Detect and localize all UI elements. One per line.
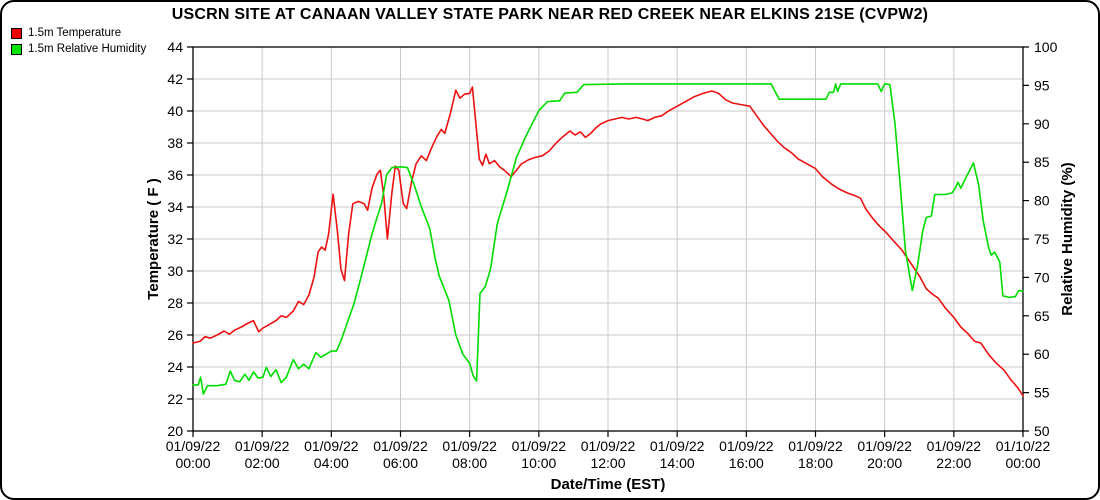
temperature-tick-label: 42 <box>167 71 183 87</box>
legend-label-temperature: 1.5m Temperature <box>28 27 122 39</box>
time-tick-label: 18:00 <box>798 455 833 471</box>
right-axis-title: Relative Humidity (%) <box>1059 162 1076 315</box>
legend-item-temperature: 1.5m Temperature <box>11 25 146 41</box>
temperature-swatch-icon <box>11 27 22 39</box>
humidity-tick-label: 50 <box>1034 423 1050 439</box>
temperature-tick-label: 38 <box>167 135 183 151</box>
humidity-tick-label: 80 <box>1034 193 1050 209</box>
humidity-tick-label: 60 <box>1034 346 1050 362</box>
date-tick-label: 01/09/22 <box>235 438 290 454</box>
date-tick-label: 01/09/22 <box>581 438 636 454</box>
humidity-tick-labels: 100 95 90 85 80 75 70 65 60 55 50 <box>1034 39 1058 439</box>
time-tick-label: 00:00 <box>175 455 210 471</box>
time-tick-label: 12:00 <box>590 455 625 471</box>
temperature-tick-labels: 44 42 40 38 36 34 32 30 28 26 24 22 20 <box>167 39 183 439</box>
axis-titles: Temperature ( F ) Relative Humidity (%) Da… <box>145 162 1076 493</box>
time-tick-label: 08:00 <box>452 455 487 471</box>
page-title: USCRN SITE AT CANAAN VALLEY STATE PARK N… <box>171 6 929 23</box>
date-tick-label: 01/09/22 <box>512 438 567 454</box>
date-tick-label: 01/10/22 <box>996 438 1051 454</box>
left-axis-title: Temperature ( F ) <box>145 178 162 299</box>
temperature-tick-label: 34 <box>167 199 183 215</box>
temperature-line <box>192 86 1024 397</box>
time-tick-label: 04:00 <box>314 455 349 471</box>
humidity-tick-label: 70 <box>1034 269 1050 285</box>
humidity-tick-label: 90 <box>1034 116 1050 132</box>
humidity-tick-label: 75 <box>1034 231 1050 247</box>
temperature-tick-label: 26 <box>167 327 183 343</box>
date-tick-label: 01/09/22 <box>304 438 359 454</box>
humidity-tick-label: 65 <box>1034 308 1050 324</box>
humidity-tick-label: 95 <box>1034 77 1050 93</box>
axis-ticks <box>187 46 1029 437</box>
humidity-tick-label: 85 <box>1034 154 1050 170</box>
date-tick-label: 01/09/22 <box>719 438 774 454</box>
time-tick-label: 00:00 <box>1005 455 1040 471</box>
time-tick-label: 10:00 <box>521 455 556 471</box>
temperature-tick-label: 40 <box>167 103 183 119</box>
datetime-tick-labels: 01/09/2200:0001/09/2202:0001/09/2204:000… <box>166 438 1051 471</box>
date-tick-label: 01/09/22 <box>857 438 912 454</box>
date-tick-label: 01/09/22 <box>442 438 497 454</box>
time-tick-label: 02:00 <box>245 455 280 471</box>
time-tick-label: 16:00 <box>729 455 764 471</box>
temperature-tick-label: 30 <box>167 263 183 279</box>
time-tick-label: 22:00 <box>936 455 971 471</box>
x-axis-title: Date/Time (EST) <box>551 476 666 493</box>
humidity-tick-label: 100 <box>1034 39 1058 55</box>
date-tick-label: 01/09/22 <box>927 438 982 454</box>
time-tick-label: 06:00 <box>383 455 418 471</box>
temperature-tick-label: 36 <box>167 167 183 183</box>
legend-item-humidity: 1.5m Relative Humidity <box>11 41 146 57</box>
temperature-tick-label: 24 <box>167 359 183 375</box>
humidity-line <box>192 83 1024 395</box>
time-tick-label: 14:00 <box>660 455 695 471</box>
time-tick-label: 20:00 <box>867 455 902 471</box>
humidity-swatch-icon <box>11 43 22 55</box>
humidity-tick-label: 55 <box>1034 385 1050 401</box>
temperature-tick-label: 28 <box>167 295 183 311</box>
temperature-tick-label: 44 <box>167 39 183 55</box>
gridlines <box>192 46 1024 432</box>
legend-label-humidity: 1.5m Relative Humidity <box>28 43 147 55</box>
temperature-tick-label: 20 <box>167 423 183 439</box>
data-lines <box>192 83 1024 397</box>
date-tick-label: 01/09/22 <box>788 438 843 454</box>
temperature-tick-label: 22 <box>167 391 183 407</box>
date-tick-label: 01/09/22 <box>650 438 705 454</box>
temperature-tick-label: 32 <box>167 231 183 247</box>
legend: 1.5m Temperature 1.5m Relative Humidity <box>11 25 146 57</box>
date-tick-label: 01/09/22 <box>166 438 221 454</box>
date-tick-label: 01/09/22 <box>373 438 428 454</box>
